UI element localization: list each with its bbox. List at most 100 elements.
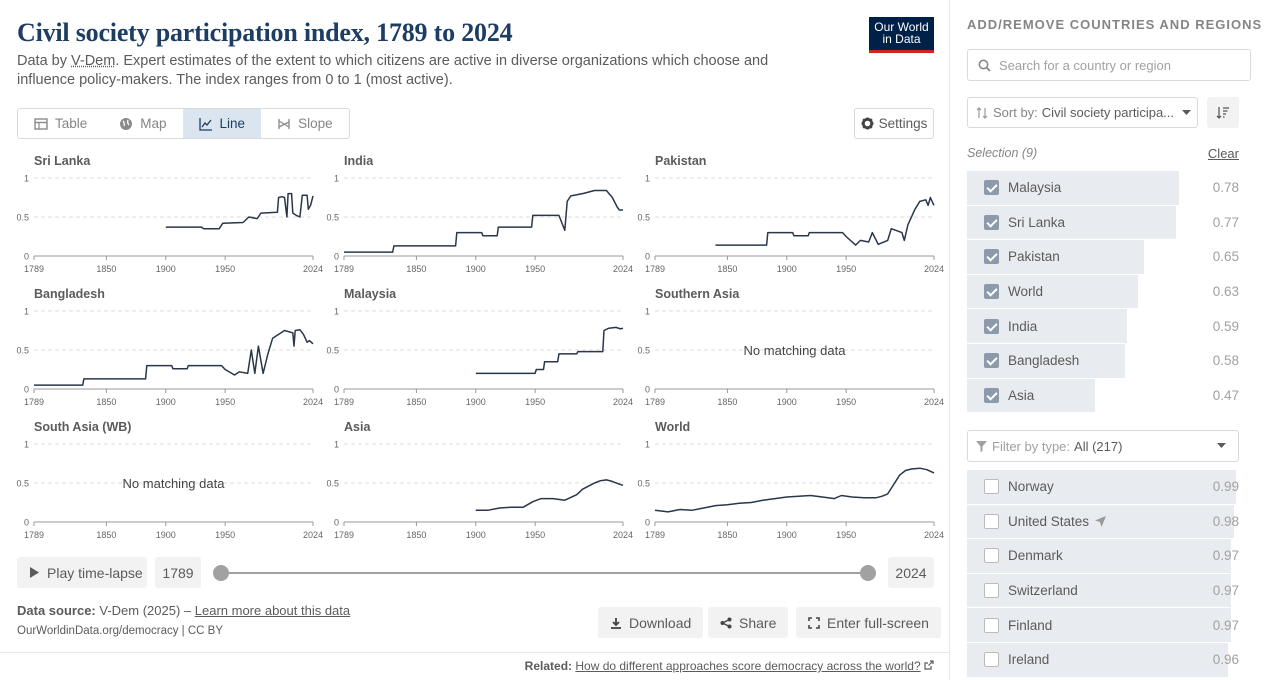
download-button[interactable]: Download — [598, 607, 704, 638]
entity-value: 0.96 — [1212, 652, 1239, 668]
filter-type-dropdown[interactable]: Filter by type: All (217) — [967, 430, 1239, 462]
tab-slope[interactable]: Slope — [261, 109, 349, 138]
entity-value: 0.97 — [1212, 548, 1239, 564]
y-tick-label: 1 — [24, 174, 29, 184]
tab-line-label: Line — [219, 116, 246, 131]
x-tick-label: 1789 — [334, 264, 354, 274]
entity-row[interactable]: Norway 0.99 — [967, 470, 1239, 505]
chart-tabs: Table Map Line Slope — [17, 108, 350, 139]
x-tick-label: 1789 — [645, 530, 665, 540]
end-year-box[interactable]: 2024 — [888, 557, 934, 588]
slope-icon — [278, 118, 290, 129]
y-tick-label: 0.5 — [326, 346, 339, 356]
entity-row[interactable]: Asia 0.47 — [967, 378, 1239, 414]
x-tick-label: 1900 — [777, 397, 797, 407]
x-tick-label: 2024 — [303, 264, 323, 274]
entity-value: 0.77 — [1212, 214, 1239, 230]
entity-checkbox[interactable] — [984, 652, 999, 668]
panel-title: Sri Lanka — [34, 154, 91, 168]
tab-slope-label: Slope — [298, 116, 333, 131]
entity-row[interactable]: Bangladesh 0.58 — [967, 343, 1239, 379]
fullscreen-button[interactable]: Enter full-screen — [796, 607, 941, 638]
y-tick-label: 0.5 — [326, 479, 339, 489]
subtitle-prefix: Data by — [17, 53, 71, 69]
entity-checkbox[interactable] — [984, 479, 999, 495]
learn-more-link[interactable]: Learn more about this data — [194, 603, 351, 618]
entity-row[interactable]: Sri Lanka 0.77 — [967, 205, 1239, 241]
series-line[interactable] — [654, 467, 935, 513]
start-year-handle[interactable] — [213, 565, 229, 581]
chart-title: Civil society participation index, 1789 … — [17, 18, 513, 47]
owid-logo[interactable]: Our World in Data — [869, 17, 934, 53]
value-bar — [967, 642, 1229, 677]
y-tick-label: 0.5 — [637, 479, 650, 489]
entity-checkbox[interactable] — [984, 548, 999, 564]
tab-map[interactable]: Map — [103, 109, 182, 138]
tab-table[interactable]: Table — [18, 109, 103, 138]
entity-value: 0.97 — [1212, 617, 1239, 633]
related-bar: Related: How do different approaches sco… — [0, 652, 950, 680]
search-input[interactable]: Search for a country or region — [967, 49, 1251, 81]
x-tick-label: 1950 — [215, 264, 235, 274]
entity-checkbox[interactable] — [984, 249, 999, 265]
related-link[interactable]: How do different approaches score democr… — [575, 659, 921, 673]
entity-row[interactable]: World 0.63 — [967, 274, 1239, 310]
search-icon — [978, 59, 991, 72]
series-line[interactable] — [344, 189, 623, 253]
x-tick-label: 1850 — [717, 397, 737, 407]
entity-row[interactable]: Pakistan 0.65 — [967, 240, 1239, 275]
entity-checkbox[interactable] — [984, 583, 999, 599]
x-tick-label: 1900 — [156, 264, 176, 274]
sort-dropdown[interactable]: Sort by: Civil society participa... — [967, 97, 1198, 128]
series-line[interactable] — [34, 328, 314, 386]
entity-name: Asia — [1008, 387, 1035, 403]
source-term[interactable]: V-Dem — [71, 53, 116, 69]
entity-checkbox[interactable] — [984, 318, 999, 334]
series-line[interactable] — [475, 479, 624, 512]
series-line[interactable] — [475, 326, 624, 375]
series-line[interactable] — [715, 196, 935, 246]
entity-row[interactable]: Denmark 0.97 — [967, 539, 1239, 574]
entity-value: 0.63 — [1212, 284, 1239, 300]
entity-row[interactable]: India 0.59 — [967, 309, 1239, 344]
data-source: Data source: V-Dem (2025) – Learn more a… — [17, 603, 350, 618]
entity-row[interactable]: Ireland 0.96 — [967, 642, 1239, 678]
source-url[interactable]: OurWorldinData.org/democracy | CC BY — [17, 625, 224, 637]
related-label: Related: — [524, 659, 573, 673]
entity-name: Finland — [1008, 617, 1053, 633]
clear-selection-button[interactable]: Clear — [1207, 146, 1239, 161]
entity-checkbox[interactable] — [984, 353, 999, 369]
chart-subtitle: Data by V-Dem. Expert estimates of the e… — [17, 52, 817, 90]
value-bar — [967, 205, 1177, 240]
entity-row[interactable]: Malaysia 0.78 — [967, 171, 1239, 206]
entity-checkbox[interactable] — [984, 387, 999, 403]
fullscreen-label: Enter full-screen — [827, 614, 929, 631]
entity-checkbox[interactable] — [984, 214, 999, 230]
start-year-box[interactable]: 1789 — [155, 557, 201, 588]
sort-order-button[interactable] — [1207, 97, 1239, 128]
entity-row[interactable]: United States 0.98 — [967, 504, 1239, 540]
small-multiples-chart: Sri Lanka 0 0.5 1 1789 1850 1900 1950 2024 India 0… — [16, 154, 944, 540]
x-tick-label: 2024 — [924, 397, 944, 407]
x-tick-label: 2024 — [924, 264, 944, 274]
settings-button[interactable]: Settings — [854, 108, 934, 139]
end-year-handle[interactable] — [860, 565, 876, 581]
entity-checkbox[interactable] — [984, 617, 999, 633]
x-tick-label: 1900 — [156, 530, 176, 540]
entity-name: Ireland — [1008, 652, 1050, 668]
entity-row[interactable]: Finland 0.97 — [967, 608, 1239, 643]
x-tick-label: 1850 — [96, 530, 116, 540]
y-tick-label: 0.5 — [637, 213, 650, 223]
tab-line[interactable]: Line — [182, 109, 262, 138]
timeline-track[interactable] — [221, 572, 869, 574]
entity-checkbox[interactable] — [984, 513, 999, 529]
series-line[interactable] — [165, 192, 314, 230]
y-tick-label: 0 — [645, 385, 650, 395]
play-timelapse-button[interactable]: Play time-lapse — [17, 557, 147, 588]
entity-checkbox[interactable] — [984, 180, 999, 196]
entity-row[interactable]: Switzerland 0.97 — [967, 573, 1239, 609]
entity-value: 0.97 — [1212, 583, 1239, 599]
entity-checkbox[interactable] — [984, 284, 999, 300]
download-icon — [611, 617, 621, 629]
share-button[interactable]: Share — [708, 607, 789, 638]
